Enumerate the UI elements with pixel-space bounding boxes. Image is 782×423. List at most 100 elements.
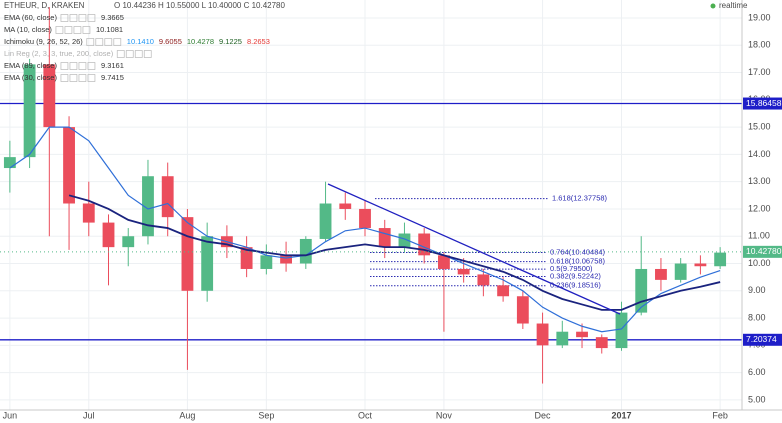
legend-icon: [60, 14, 69, 22]
legend-icon: [95, 38, 104, 46]
trend-line: [327, 183, 621, 315]
legend-icon: [64, 26, 73, 34]
legend-icon: [60, 62, 69, 70]
candle-body: [497, 285, 510, 297]
y-tick-label: 11.00: [748, 231, 770, 241]
legend-value: 8.2653: [247, 37, 270, 46]
legend-icon: [104, 38, 113, 46]
candle-body: [694, 263, 707, 267]
y-tick-label: 13.00: [748, 176, 771, 186]
candle-body: [142, 176, 154, 237]
legend-value: 10.4278: [187, 37, 214, 46]
price-badge-label: 7.20374: [746, 334, 777, 344]
candle-body: [576, 331, 588, 338]
candle-body: [438, 255, 450, 269]
candle-body: [122, 236, 135, 248]
realtime-dot: [710, 3, 716, 9]
legend-icon: [69, 74, 78, 82]
x-tick-label: Feb: [712, 410, 728, 420]
indicator-line: [9, 126, 721, 333]
y-tick-label: 19.00: [748, 12, 771, 22]
candle-body: [280, 255, 292, 264]
legend-icon: [73, 26, 82, 34]
legend-icon: [78, 74, 87, 82]
legend-name: EMA (30, close): [4, 73, 57, 82]
legend-icon: [87, 74, 96, 82]
legend-icon: [69, 14, 78, 22]
legend-icon: [87, 14, 96, 22]
x-tick-label: Oct: [358, 410, 373, 420]
candle-body: [556, 331, 569, 346]
y-tick-label: 10.00: [748, 258, 771, 268]
legend-name: EMA (89, close): [4, 61, 57, 70]
legend-name: EMA (60, close): [4, 13, 57, 22]
last-price-badge: [743, 245, 782, 258]
candle-body: [43, 64, 56, 128]
legend-icon: [86, 38, 95, 46]
x-tick-label: Sep: [258, 410, 274, 420]
fib-label: 0.5(9.79500): [550, 264, 593, 273]
y-tick-label: 12.00: [748, 203, 771, 213]
candle-body: [635, 268, 648, 313]
candle-body: [299, 238, 312, 264]
legend-value: 9.6055: [159, 37, 182, 46]
legend-value: 9.7415: [101, 73, 124, 82]
legend-value: 9.3665: [101, 13, 124, 22]
candle-body: [615, 312, 628, 349]
candle-body: [655, 268, 667, 280]
candle-body: [516, 296, 529, 324]
legend-icon: [116, 50, 125, 58]
legend-value: 10.1081: [96, 25, 123, 34]
candle-body: [240, 247, 253, 269]
candle-body: [102, 222, 115, 248]
legend-icon: [143, 50, 152, 58]
last-price-label: 10.42780: [746, 246, 782, 256]
y-tick-label: 9.00: [748, 285, 766, 295]
plot-area: [0, 0, 742, 410]
legend-icon: [69, 62, 78, 70]
legend-name: MA (10, close): [4, 25, 52, 34]
y-tick-label: 14.00: [748, 149, 771, 159]
ohlc: O 10.44236 H 10.55000 L 10.40000 C 10.42…: [114, 1, 286, 10]
candle-body: [595, 337, 608, 349]
candle-body: [418, 233, 431, 256]
legend-value: 9.1225: [219, 37, 242, 46]
legend-icon: [125, 50, 134, 58]
candle-body: [161, 176, 174, 218]
x-tick-label: Jun: [3, 410, 18, 420]
candle-body: [359, 208, 371, 229]
candle-body: [82, 203, 95, 223]
candle-body: [319, 203, 332, 239]
realtime-label: realtime: [719, 1, 748, 10]
candle-body: [398, 233, 411, 248]
symbol: ETHEUR, D, KRAKEN: [4, 1, 85, 10]
legend-icon: [113, 38, 122, 46]
legend-icon: [60, 74, 69, 82]
x-tick-label: Nov: [436, 410, 453, 420]
fib-label: 1.618(12.37758): [552, 194, 608, 203]
legend-name: Lin Reg (2, 3, 3, true, 200, close): [4, 49, 114, 58]
price-badge: [743, 97, 782, 110]
price-badge: [743, 333, 782, 346]
fib-label: 0.382(9.52242): [550, 272, 601, 281]
candle-body: [536, 323, 549, 346]
fib-label: 0.236(9.18516): [550, 281, 601, 290]
legend-icon: [78, 62, 87, 70]
x-tick-label: Aug: [179, 410, 195, 420]
y-tick-label: 8.00: [748, 312, 766, 322]
legend-icon: [87, 62, 96, 70]
candle-body: [477, 274, 490, 286]
legend-icon: [82, 26, 91, 34]
legend-name: Ichimoku (9, 26, 52, 26): [4, 37, 83, 46]
candle-body: [339, 203, 352, 209]
legend-icon: [78, 14, 87, 22]
y-tick-label: 18.00: [748, 40, 771, 50]
legend-value: 10.1410: [127, 37, 154, 46]
y-tick-label: 5.00: [748, 394, 766, 404]
y-tick-label: 17.00: [748, 67, 771, 77]
x-tick-label: Jul: [83, 410, 95, 420]
fib-label: 0.764(10.40484): [550, 247, 606, 256]
x-tick-label: Dec: [535, 410, 552, 420]
candle-body: [457, 268, 470, 275]
